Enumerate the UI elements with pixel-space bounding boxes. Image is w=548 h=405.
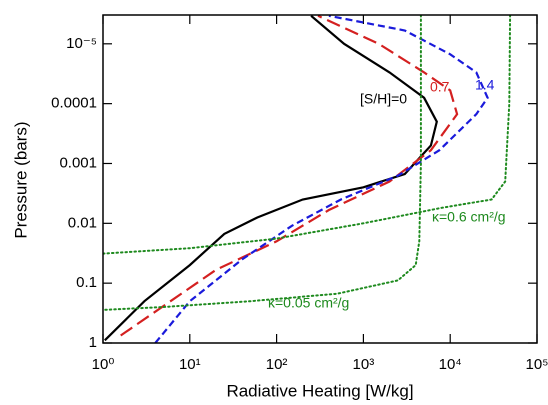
- y-tick-label: 10⁻⁵: [66, 35, 97, 52]
- curve-label: 0.7: [430, 79, 450, 95]
- line-series: [120, 15, 459, 337]
- y-tick-label: 0.1: [76, 274, 97, 291]
- line-series: [104, 15, 438, 342]
- curve-label: 1.4: [475, 77, 495, 93]
- curve-label: [S/H]=0: [360, 91, 407, 107]
- x-tick-label: 10³: [353, 356, 375, 373]
- x-tick-label: 10⁵: [526, 356, 548, 373]
- line-series: [103, 15, 422, 311]
- x-axis-title: Radiative Heating [W/kg]: [226, 381, 413, 400]
- y-tick-label: 1: [89, 334, 97, 351]
- x-tick-label: 10²: [266, 356, 288, 373]
- y-tick-label: 0.01: [68, 214, 97, 231]
- x-tick-label: 10⁴: [439, 356, 462, 373]
- x-tick-label: 10⁰: [92, 356, 115, 373]
- curve-label: κ=0.6 cm²/g: [432, 209, 506, 225]
- line-series: [154, 15, 489, 343]
- line-series: [103, 15, 512, 255]
- y-tick-label: 0.0001: [51, 95, 97, 112]
- curve-label: κ=0.05 cm²/g: [268, 295, 349, 311]
- plot-frame: [102, 14, 538, 344]
- y-axis-title: Pressure (bars): [11, 121, 30, 238]
- x-tick-label: 10¹: [179, 356, 201, 373]
- y-tick-label: 0.001: [59, 154, 97, 171]
